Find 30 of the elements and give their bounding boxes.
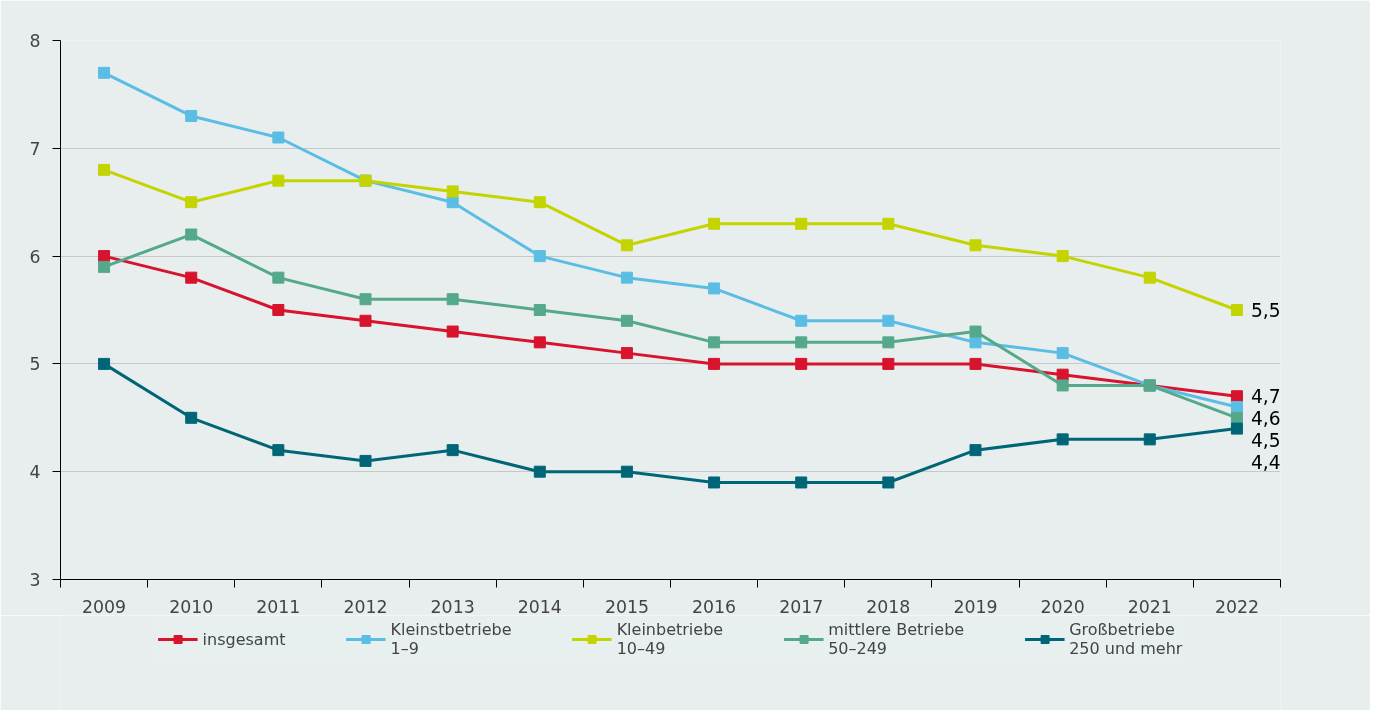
data-label: 5,5	[1250, 300, 1281, 321]
x-tick-label: 2012	[343, 596, 388, 617]
legend-label: Kleinbetriebe 10–49	[616, 620, 724, 658]
y-tick-label: 6	[29, 246, 41, 267]
legend-label: Großbetriebe 250 und mehr	[1069, 620, 1183, 658]
x-tick-label: 2022	[1214, 596, 1259, 617]
y-tick-label: 8	[29, 31, 41, 51]
x-tick-label: 2010	[169, 596, 214, 617]
data-label: 4,4	[1250, 451, 1281, 473]
y-tick-label: 5	[29, 354, 41, 375]
legend-label: insgesamt	[202, 629, 286, 649]
x-tick-label: 2011	[256, 596, 301, 617]
x-tick-label: 2014	[517, 596, 562, 617]
x-tick-label: 2016	[692, 596, 737, 617]
x-tick-label: 2013	[430, 596, 475, 617]
x-tick-label: 2009	[82, 596, 127, 617]
data-label: 4,5	[1250, 429, 1281, 451]
x-tick-label: 2019	[953, 596, 998, 617]
x-tick-label: 2018	[866, 596, 911, 617]
data-label: 4,7	[1250, 386, 1281, 408]
x-tick-label: 2015	[604, 596, 649, 617]
x-tick-label: 2017	[779, 596, 824, 617]
y-tick-label: 7	[29, 138, 41, 159]
data-label: 4,6	[1250, 408, 1281, 430]
x-tick-label: 2021	[1127, 596, 1172, 617]
legend-label: mittlere Betriebe 50–249	[828, 620, 965, 658]
x-tick-label: 2020	[1040, 596, 1085, 617]
y-tick-label: 3	[29, 570, 41, 590]
y-tick-label: 4	[29, 462, 41, 483]
legend-label: Kleinstbetriebe 1–9	[390, 620, 512, 658]
